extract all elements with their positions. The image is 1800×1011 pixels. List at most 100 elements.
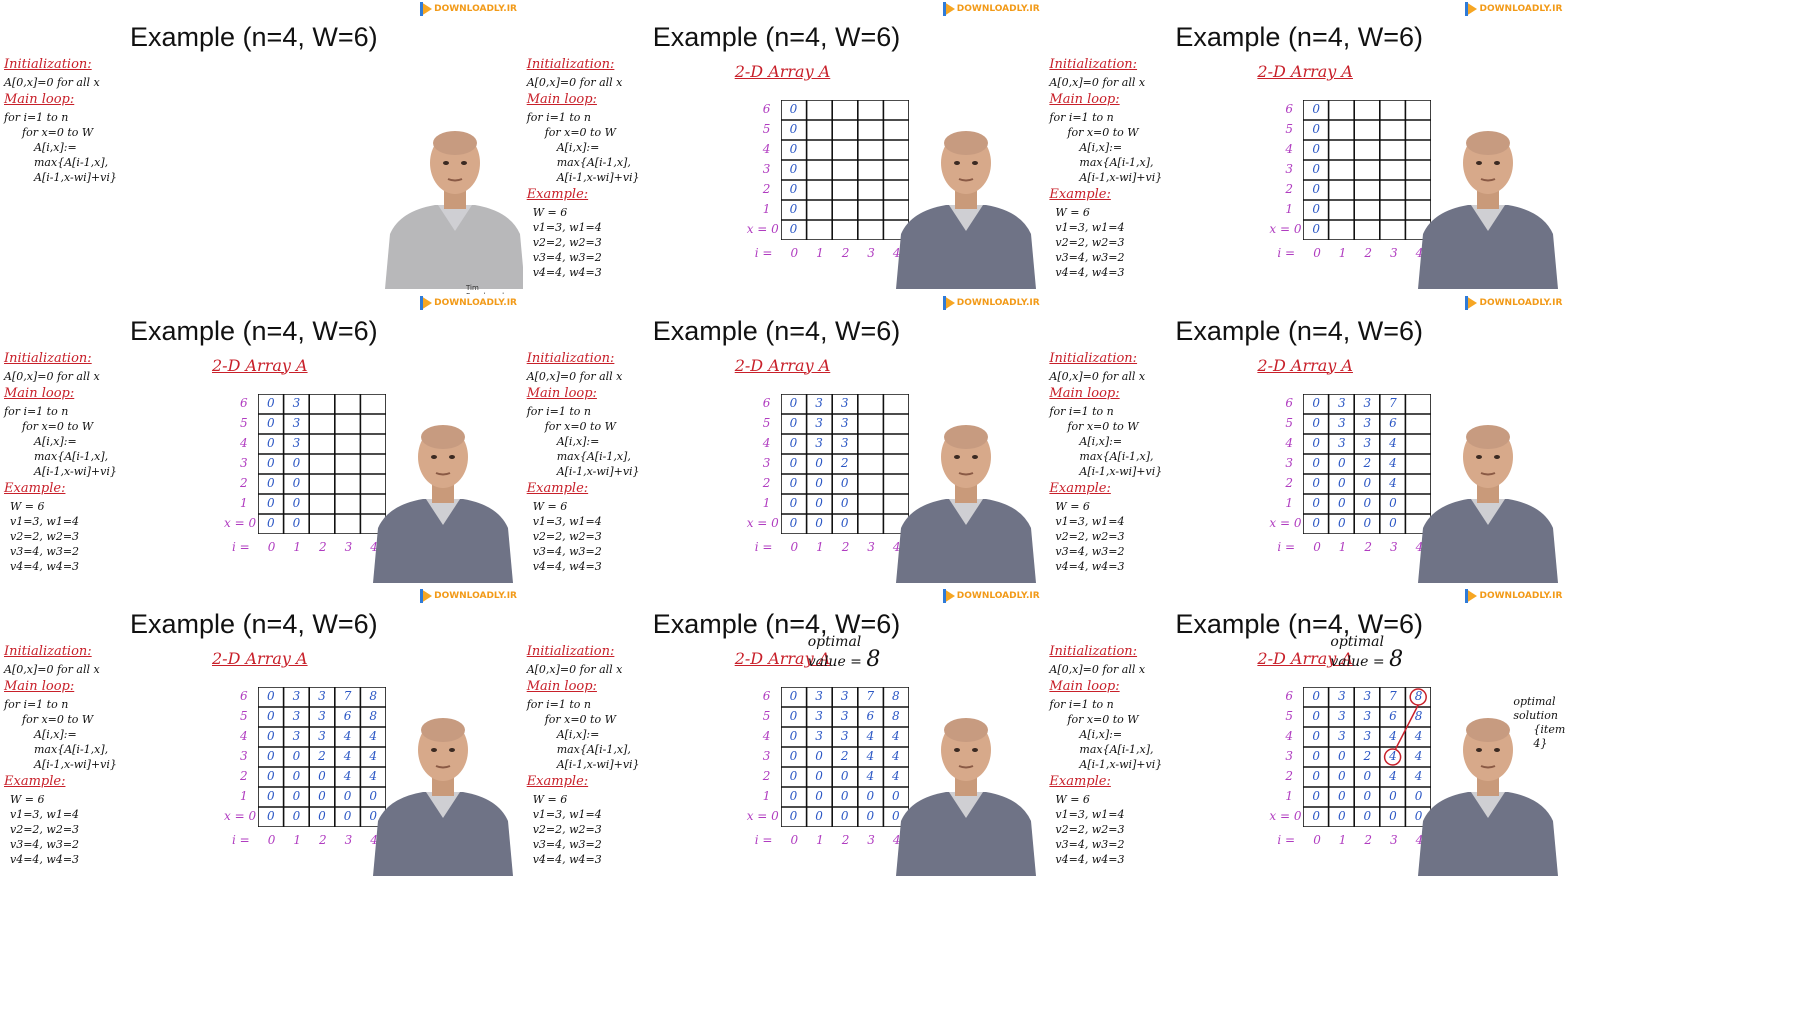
array-cell-value: 3 (1337, 729, 1346, 744)
array-cell-value: 4 (1414, 749, 1423, 764)
array-cell-value: 3 (840, 435, 849, 450)
column-label: 4 (370, 539, 378, 554)
example-line: v2=2, w2=3 (1055, 529, 1125, 543)
example-heading: Example: (4, 480, 66, 496)
array-cell-value: 0 (1312, 415, 1320, 430)
array-cell-value: 0 (1337, 475, 1346, 490)
presenter (380, 119, 523, 294)
row-label: 1 (762, 789, 771, 804)
array-cell-value: 0 (266, 689, 275, 704)
example-line: W = 6 (10, 499, 45, 513)
array-cell-value: 0 (1337, 769, 1346, 784)
solution-note: {item (1533, 723, 1566, 737)
row-label: 1 (1285, 495, 1294, 510)
array-cell-value: 4 (1389, 475, 1397, 490)
play-icon (420, 589, 433, 604)
column-label: 0 (267, 833, 276, 848)
array-cell-value: 3 (815, 395, 823, 410)
logo-text: DOWNLOADLY.IR (1479, 297, 1563, 308)
array-heading: 2-D Array A (1257, 62, 1353, 81)
array-cell-value: 3 (840, 415, 849, 430)
array-cell-value: 0 (266, 749, 275, 764)
optimal-label: optimal (1330, 634, 1384, 651)
row-label: 1 (240, 789, 248, 804)
example-line: v4=4, w4=3 (1055, 559, 1125, 573)
init-line: A[0,x]=0 for all x (526, 76, 623, 89)
example-line: v4=4, w4=3 (532, 559, 602, 573)
array-cell-value: 0 (266, 709, 275, 724)
array-cell-value: 0 (789, 395, 798, 410)
init-line: A[0,x]=0 for all x (526, 369, 623, 383)
play-icon (942, 589, 955, 604)
column-label: 3 (1389, 246, 1398, 260)
array-cell-value: 0 (1363, 495, 1372, 510)
row-label: 4 (762, 435, 771, 450)
presenter (1413, 413, 1563, 588)
array-cell-value: 0 (789, 102, 798, 116)
array-cell-value: 0 (815, 495, 823, 510)
column-label: i = (754, 246, 773, 260)
array-cell-value: 4 (892, 749, 900, 764)
row-label: x = 0 (1269, 222, 1302, 236)
array-cell-value: 3 (1363, 709, 1372, 724)
example-heading: Example: (526, 774, 589, 790)
loop-line: for i=1 to n (1049, 404, 1114, 418)
loop-line: for i=1 to n (4, 111, 69, 124)
presenter-figure (1418, 718, 1559, 877)
loop-line: max{A[i-1,x], (1079, 743, 1154, 757)
array-cell-value: 0 (266, 769, 275, 784)
column-label: 3 (344, 539, 353, 554)
column-label: 3 (1389, 833, 1398, 848)
pseudocode-notes: Initialization: A[0,x]=0 for all x Main lo… (1049, 349, 1199, 574)
example-line: v4=4, w4=3 (532, 266, 602, 279)
play-icon (942, 295, 955, 310)
array-cell-value: 6 (866, 709, 875, 724)
loop-heading: Main loop: (526, 385, 597, 401)
logo-text: DOWNLOADLY.IR (956, 591, 1040, 602)
array-cell-value: 0 (1312, 122, 1320, 136)
column-label: 2 (841, 539, 850, 554)
array-cell-value: 4 (866, 769, 875, 784)
column-label: 2 (1364, 833, 1373, 848)
presenter-figure (1418, 131, 1559, 289)
array-cell-value: 8 (1414, 709, 1423, 724)
row-label: x = 0 (224, 515, 257, 530)
array-cell-value: 0 (1414, 809, 1423, 824)
array-cell-value: 0 (343, 809, 352, 824)
column-label: 1 (1338, 833, 1347, 848)
loop-line: for x=0 to W (544, 713, 616, 727)
example-line: v1=3, w1=4 (532, 514, 602, 528)
loop-line: A[i,x]:= (34, 141, 77, 154)
array-cell-value: 0 (1312, 689, 1320, 704)
array-cell-value: 0 (1337, 789, 1346, 804)
array-cell-value: 0 (1312, 435, 1320, 450)
row-label: 4 (240, 729, 248, 744)
array-cell-value: 0 (789, 495, 798, 510)
column-label: 4 (1415, 539, 1424, 554)
init-heading: Initialization: (1049, 644, 1138, 660)
array-grid-lines (258, 393, 386, 534)
example-line: v2=2, w2=3 (10, 823, 80, 837)
array-cell-value: 4 (866, 729, 875, 744)
array-cell-value: 3 (1337, 435, 1346, 450)
array-cell-value: 4 (1389, 769, 1397, 784)
array-grid: 0 0 0 0 0 0 0 3 3 3 0 0 0 0 3 3 3 2 0 0 0 7 6 4 4 4 0 0 8 8 4 4 4 0 0 (258, 687, 386, 828)
array-cell-value: 6 (343, 709, 352, 724)
row-label: 4 (1285, 435, 1294, 450)
array-cell-value: 3 (840, 395, 849, 410)
array-cell-value: 6 (1389, 709, 1397, 724)
array-cell-value: 0 (1363, 515, 1372, 530)
array-heading: 2-D Array A (212, 355, 308, 375)
loop-line: max{A[i-1,x], (556, 449, 631, 463)
row-label: 5 (762, 709, 771, 724)
example-line: W = 6 (1055, 499, 1090, 513)
column-label: i = (754, 833, 773, 848)
array-cell-value: 0 (1312, 749, 1320, 764)
example-heading: Example: (526, 480, 589, 496)
array-grid: 0 0 0 0 0 0 0 (780, 100, 909, 240)
presenter-figure (895, 718, 1036, 877)
array-cell-value: 0 (815, 769, 823, 784)
column-label: 2 (319, 833, 327, 848)
column-label: 4 (1415, 246, 1424, 260)
example-line: v3=4, w3=2 (1055, 544, 1125, 558)
